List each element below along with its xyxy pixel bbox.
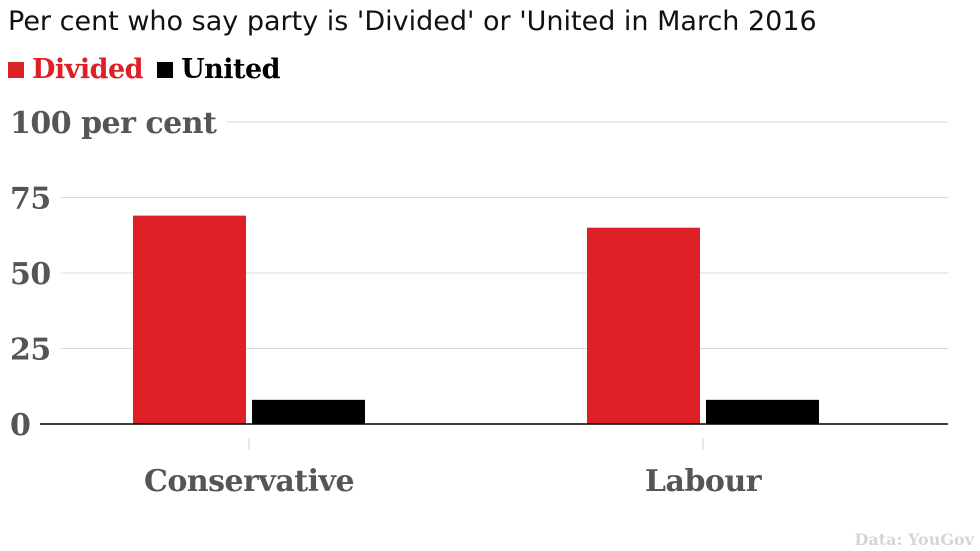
bar-divided-conservative [133,215,246,424]
chart-title: Per cent who say party is 'Divided' or '… [8,6,817,37]
y-tick-label: 25 [10,333,51,368]
x-axis-ticks: Conservative Labour [144,438,763,499]
y-tick-label: 0 [10,408,30,443]
bar-divided-labour [587,227,700,424]
x-tick-label: Conservative [144,464,354,499]
legend: Divided United [8,54,294,85]
legend-item-divided: Divided [8,54,144,85]
legend-item-united: United [157,54,281,85]
x-tick-label: Labour [645,464,763,499]
legend-swatch-divided [8,61,24,78]
legend-label-divided: Divided [32,54,144,85]
legend-label-united: United [181,54,281,85]
y-tick-label: 100 per cent [10,106,217,141]
y-tick-label: 50 [10,257,51,292]
y-tick-label: 75 [10,182,51,217]
source-note: Data: YouGov [855,530,975,549]
bar-united-conservative [252,399,365,424]
bars [133,215,819,424]
legend-swatch-united [157,61,174,78]
y-axis-ticks: 0 25 50 75 100 per cent [10,106,218,443]
bar-united-labour [706,399,819,424]
